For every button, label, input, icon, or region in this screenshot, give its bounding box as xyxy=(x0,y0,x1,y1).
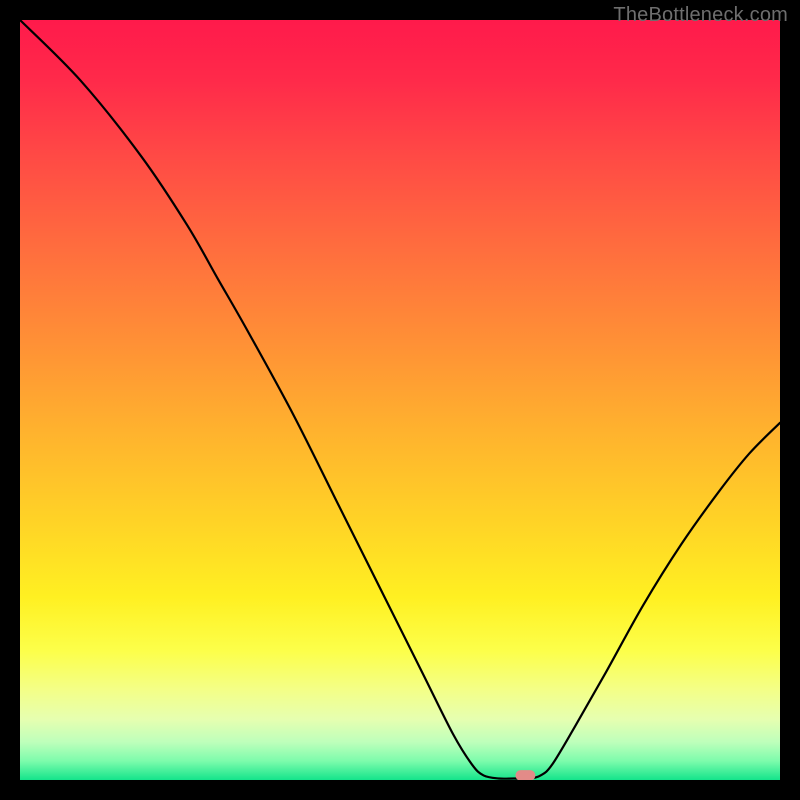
chart-svg xyxy=(20,20,780,780)
plot-area xyxy=(20,20,780,780)
chart-frame: TheBottleneck.com xyxy=(0,0,800,800)
optimal-marker xyxy=(516,770,536,780)
gradient-background xyxy=(20,20,780,780)
watermark-text: TheBottleneck.com xyxy=(613,4,788,27)
